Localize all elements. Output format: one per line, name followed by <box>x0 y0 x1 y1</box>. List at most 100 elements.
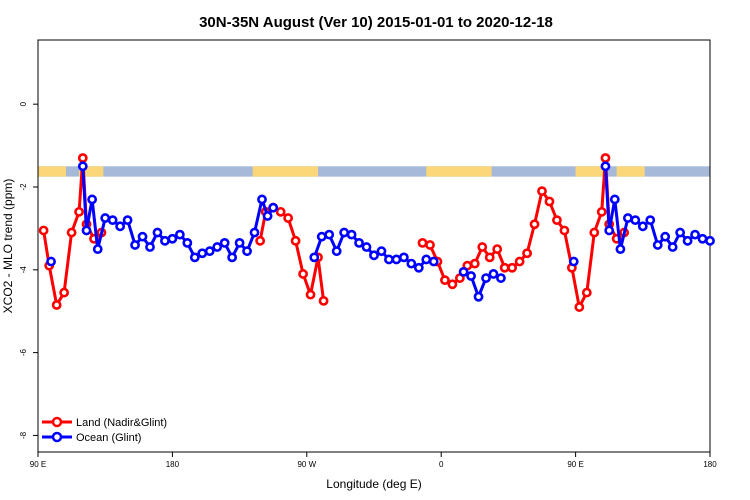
series-land-point-6 <box>77 153 88 163</box>
ocean-band <box>38 166 710 177</box>
y-axis-label: XCO2 - MLO trend (ppm) <box>1 179 15 314</box>
series-ocean-point-38 <box>376 246 387 257</box>
series-ocean-point-51 <box>496 273 506 283</box>
plot-frame <box>37 39 711 453</box>
series-land-point-28 <box>477 242 488 252</box>
series-land-point-35 <box>529 219 540 230</box>
series-ocean-point-14 <box>167 233 178 244</box>
series-land-point-0 <box>38 225 49 236</box>
series-ocean-point-43 <box>413 262 424 273</box>
series-ocean-point-18 <box>197 248 208 259</box>
series-land-point-15 <box>290 235 301 246</box>
series-land-point-39 <box>559 225 570 236</box>
series-land-point-17 <box>305 289 316 300</box>
series-ocean-point-23 <box>234 237 245 248</box>
series-ocean-point-0 <box>46 256 56 267</box>
x-tick-label-0: 90 E <box>30 460 46 469</box>
series-layer <box>38 153 715 312</box>
series-land-point-38 <box>552 215 562 226</box>
series-ocean-point-49 <box>481 273 491 283</box>
series-ocean-point-21 <box>219 237 230 248</box>
series-land-point-41 <box>574 302 585 312</box>
series-ocean-point-11 <box>145 242 155 252</box>
series-ocean-point-24 <box>242 246 252 257</box>
y-tick-label-3: -6 <box>19 349 28 357</box>
series-ocean-point-31 <box>324 229 335 240</box>
land-band-segment-0 <box>38 166 66 177</box>
series-ocean-point-34 <box>346 229 357 240</box>
series-land-point-20 <box>417 237 428 248</box>
series-ocean-point-56 <box>615 244 626 255</box>
x-tick-label-3: 0 <box>439 460 444 469</box>
series-ocean-point-15 <box>174 229 185 240</box>
series-land-point-32 <box>507 262 518 273</box>
series-ocean-point-61 <box>652 240 663 250</box>
series-ocean-point-8 <box>122 215 133 226</box>
series-ocean-point-3 <box>87 194 98 205</box>
series-ocean-point-63 <box>667 242 678 252</box>
series-ocean-point-53 <box>600 161 611 172</box>
series-ocean-point-46 <box>458 266 469 277</box>
series-land-point-10 <box>255 235 266 246</box>
series-land-point-44 <box>596 206 607 217</box>
x-tick-label-5: 180 <box>703 460 717 469</box>
legend-swatch-marker-land <box>51 416 63 428</box>
series-ocean-point-2 <box>81 225 92 236</box>
series-ocean-point-5 <box>100 213 111 223</box>
series-land-point-34 <box>522 248 532 259</box>
land-band-segment-1 <box>79 166 104 177</box>
series-land-point-16 <box>298 269 308 279</box>
x-axis: 90 E 180 90 W 0 90 E 180 <box>30 452 717 469</box>
y-tick-label-4: -8 <box>19 431 28 439</box>
x-tick-label-4: 90 E <box>567 460 583 469</box>
series-ocean-point-40 <box>391 254 402 265</box>
series-land-point-4 <box>66 227 77 238</box>
series-ocean-point-26 <box>257 194 267 205</box>
x-tick-label-1: 180 <box>166 460 180 469</box>
series-ocean-point-1 <box>77 161 88 172</box>
series-ocean-point-35 <box>354 237 364 248</box>
series-ocean-point-66 <box>690 229 700 240</box>
series-ocean-point-17 <box>189 252 200 263</box>
series-ocean-point-13 <box>160 235 170 246</box>
series-ocean-point-60 <box>645 215 656 226</box>
series-land-point-13 <box>275 206 286 217</box>
series-land-point-33 <box>514 256 525 267</box>
legend-item-ocean: Ocean (Glint) <box>42 431 141 444</box>
series-land-point-43 <box>589 227 600 238</box>
series-ocean-point-58 <box>630 215 641 226</box>
series-ocean-point-9 <box>130 240 140 250</box>
series-land-point-29 <box>484 252 495 263</box>
series-ocean-point-4 <box>92 244 103 255</box>
land-band-segment-2 <box>252 166 318 177</box>
y-tick-label-0: 0 <box>19 101 28 106</box>
series-land-point-37 <box>544 196 555 207</box>
series-ocean-point-45 <box>428 256 439 267</box>
series-land-point-24 <box>447 279 458 290</box>
series-ocean-point-65 <box>682 235 693 246</box>
land-band-segment-4 <box>575 166 604 177</box>
series-ocean-point-42 <box>406 258 417 269</box>
series-land-point-27 <box>469 258 480 269</box>
series-ocean-point-10 <box>137 231 148 242</box>
series-ocean-point-16 <box>182 237 193 248</box>
series-ocean-point-48 <box>473 291 484 302</box>
x-axis-label: Longitude (deg E) <box>326 477 421 491</box>
chart-title: 30N-35N August (Ver 10) 2015-01-01 to 20… <box>199 14 553 31</box>
series-ocean-point-59 <box>637 221 648 232</box>
series-ocean-point-7 <box>115 221 126 232</box>
series-land-point-31 <box>499 262 510 273</box>
legend-swatch-marker-ocean <box>51 431 63 443</box>
series-land-point-5 <box>74 206 84 217</box>
legend-label-ocean: Ocean (Glint) <box>76 432 141 444</box>
series-ocean-point-22 <box>227 252 238 263</box>
series-ocean-point-29 <box>309 252 320 263</box>
land-band-segment-5 <box>616 166 645 177</box>
series-ocean-point-20 <box>212 242 223 252</box>
land-ocean-band <box>38 166 710 177</box>
series-ocean-point-52 <box>568 256 579 267</box>
series-ocean-point-12 <box>152 227 163 238</box>
legend-item-land: Land (Nadir&Glint) <box>42 416 167 429</box>
series-land-point-36 <box>537 186 547 197</box>
